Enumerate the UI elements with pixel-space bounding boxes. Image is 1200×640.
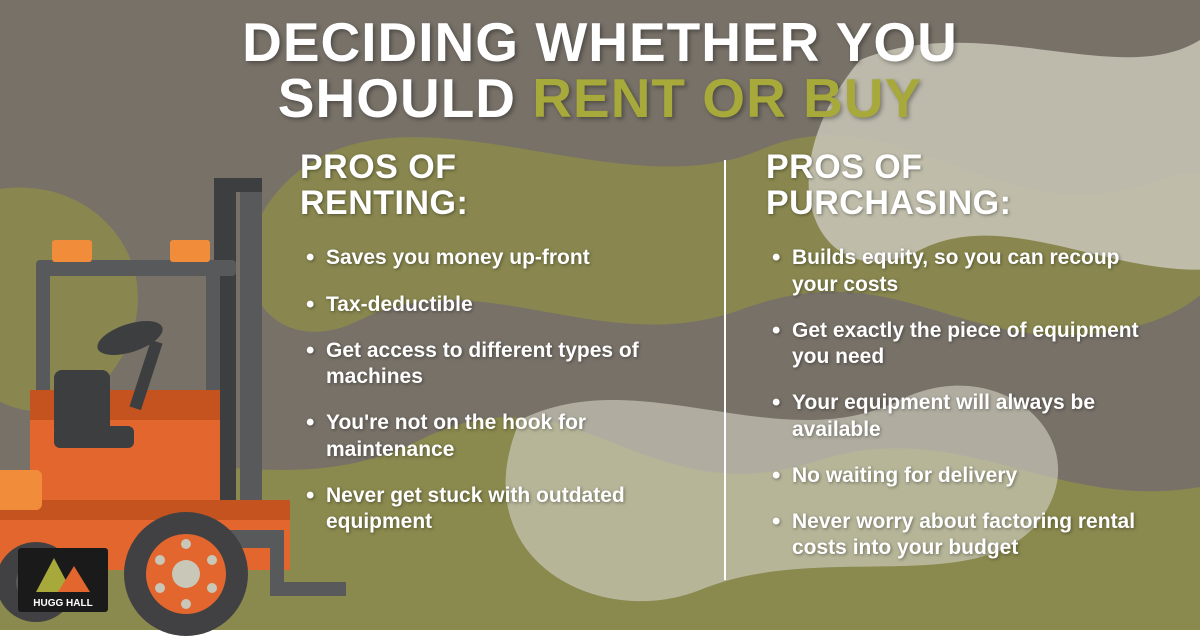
list-item: Get access to different types of machine… [300, 338, 694, 391]
list-item: Get exactly the piece of equipment you n… [766, 318, 1160, 371]
list-item: Never worry about factoring rental costs… [766, 509, 1160, 562]
purchasing-list: Builds equity, so you can recoup your co… [766, 245, 1160, 561]
purchasing-column: PROS OF PURCHASING: Builds equity, so yo… [726, 150, 1170, 610]
renting-heading: PROS OF RENTING: [300, 150, 694, 221]
infographic-canvas: DECIDING WHETHER YOU SHOULD RENT OR BUY … [0, 0, 1200, 630]
title: DECIDING WHETHER YOU SHOULD RENT OR BUY [0, 14, 1200, 126]
list-item: You're not on the hook for maintenance [300, 410, 694, 463]
list-item: No waiting for delivery [766, 463, 1160, 489]
list-item: Tax-deductible [300, 292, 694, 318]
logo-text: HUGG HALL [33, 598, 92, 609]
comparison-columns: PROS OF RENTING: Saves you money up-fron… [290, 150, 1170, 610]
title-line2: SHOULD RENT OR BUY [0, 70, 1200, 126]
list-item: Saves you money up-front [300, 245, 694, 271]
list-item: Never get stuck with outdated equipment [300, 483, 694, 536]
title-line1: DECIDING WHETHER YOU [0, 14, 1200, 70]
list-item: Builds equity, so you can recoup your co… [766, 245, 1160, 298]
renting-list: Saves you money up-front Tax-deductible … [300, 245, 694, 535]
purchasing-heading: PROS OF PURCHASING: [766, 150, 1160, 221]
renting-column: PROS OF RENTING: Saves you money up-fron… [290, 150, 724, 610]
hugghall-logo: HUGG HALL [18, 548, 108, 612]
list-item: Your equipment will always be available [766, 390, 1160, 443]
